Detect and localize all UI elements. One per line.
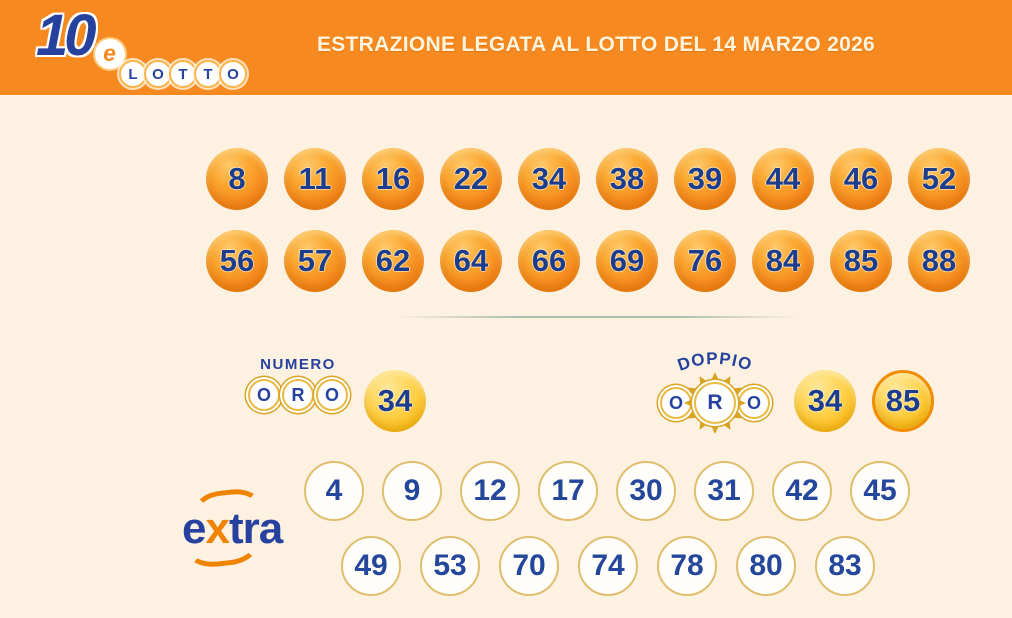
lotto-number-ball: 16 xyxy=(362,148,424,210)
extra-number-ball: 4 xyxy=(304,461,364,521)
lotto-number-ball: 57 xyxy=(284,230,346,292)
extra-number-ball: 83 xyxy=(815,536,875,596)
svg-text:DOPPIO: DOPPIO xyxy=(675,349,755,375)
lotto-number-ball: 39 xyxy=(674,148,736,210)
extra-numbers-row-2: 49 53 70 74 78 80 83 xyxy=(341,536,875,596)
doppio-oro-letters: O R O xyxy=(659,372,771,434)
extra-logo-x: x xyxy=(205,504,230,553)
lotto-number-ball: 44 xyxy=(752,148,814,210)
logo-letter-ball: L xyxy=(119,60,147,88)
extra-number-ball: 49 xyxy=(341,536,401,596)
oro-sun-letter: R xyxy=(684,372,746,434)
lotto-number-ball: 52 xyxy=(908,148,970,210)
extra-number-ball: 78 xyxy=(657,536,717,596)
extra-number-ball: 42 xyxy=(772,461,832,521)
extra-number-ball: 53 xyxy=(420,536,480,596)
lotto-number-ball: 69 xyxy=(596,230,658,292)
lotto-number-ball: 76 xyxy=(674,230,736,292)
lotto-number-ball: 64 xyxy=(440,230,502,292)
numero-oro-ball: 34 xyxy=(364,370,426,432)
doppio-oro-badge: DOPPIO O R O xyxy=(654,348,776,434)
extra-number-ball: 31 xyxy=(694,461,754,521)
lotto-number-ball: 8 xyxy=(206,148,268,210)
doppio-oro-ball-2: 85 xyxy=(872,370,934,432)
extra-number-ball: 17 xyxy=(538,461,598,521)
lotto-number-ball: 56 xyxy=(206,230,268,292)
lotto-number-ball: 22 xyxy=(440,148,502,210)
extra-number-ball: 12 xyxy=(460,461,520,521)
oro-letter-circle: O xyxy=(316,379,348,411)
main-draw-row-2: 56 57 62 64 66 69 76 84 85 88 xyxy=(206,230,970,292)
doppio-oro-ball-1: 34 xyxy=(794,370,856,432)
extra-logo: extra xyxy=(182,486,302,570)
extra-number-ball: 9 xyxy=(382,461,442,521)
draw-title: ESTRAZIONE LEGATA AL LOTTO DEL 14 MARZO … xyxy=(316,33,876,56)
extra-number-ball: 80 xyxy=(736,536,796,596)
extra-logo-word: extra xyxy=(182,504,283,553)
lotto-number-ball: 66 xyxy=(518,230,580,292)
lotto-number-ball: 11 xyxy=(284,148,346,210)
extra-numbers-row-1: 4 9 12 17 30 31 42 45 xyxy=(304,461,910,521)
main-draw-row-1: 8 11 16 22 34 38 39 44 46 52 xyxy=(206,148,970,210)
lotto-number-ball: 85 xyxy=(830,230,892,292)
extra-number-ball: 74 xyxy=(578,536,638,596)
oro-letter-circle: R xyxy=(282,379,314,411)
lotto-number-ball: 38 xyxy=(596,148,658,210)
section-divider xyxy=(395,316,800,318)
numero-oro-label: NUMERO xyxy=(260,356,336,373)
extra-number-ball: 45 xyxy=(850,461,910,521)
extra-number-ball: 30 xyxy=(616,461,676,521)
lotto-number-ball: 62 xyxy=(362,230,424,292)
oro-letter-circle: O xyxy=(248,379,280,411)
oro-letter-circle: R xyxy=(694,382,736,424)
main-draw-numbers: 8 11 16 22 34 38 39 44 46 52 56 57 62 64 66 69 76 84 85 88 xyxy=(206,148,970,292)
logo-letter-ball: O xyxy=(144,60,172,88)
doppio-arched-label: DOPPIO xyxy=(675,349,755,375)
lotto-number-ball: 34 xyxy=(518,148,580,210)
lotto-number-ball: 46 xyxy=(830,148,892,210)
logo-letter-ball: O xyxy=(219,60,247,88)
logo-letter-ball: T xyxy=(194,60,222,88)
logo-letter-ball: T xyxy=(169,60,197,88)
extra-number-ball: 70 xyxy=(499,536,559,596)
logo-e-ball: e xyxy=(94,38,125,69)
lotto-number-ball: 84 xyxy=(752,230,814,292)
logo-ten-text: 10 xyxy=(36,3,96,68)
lotto-number-ball: 88 xyxy=(908,230,970,292)
